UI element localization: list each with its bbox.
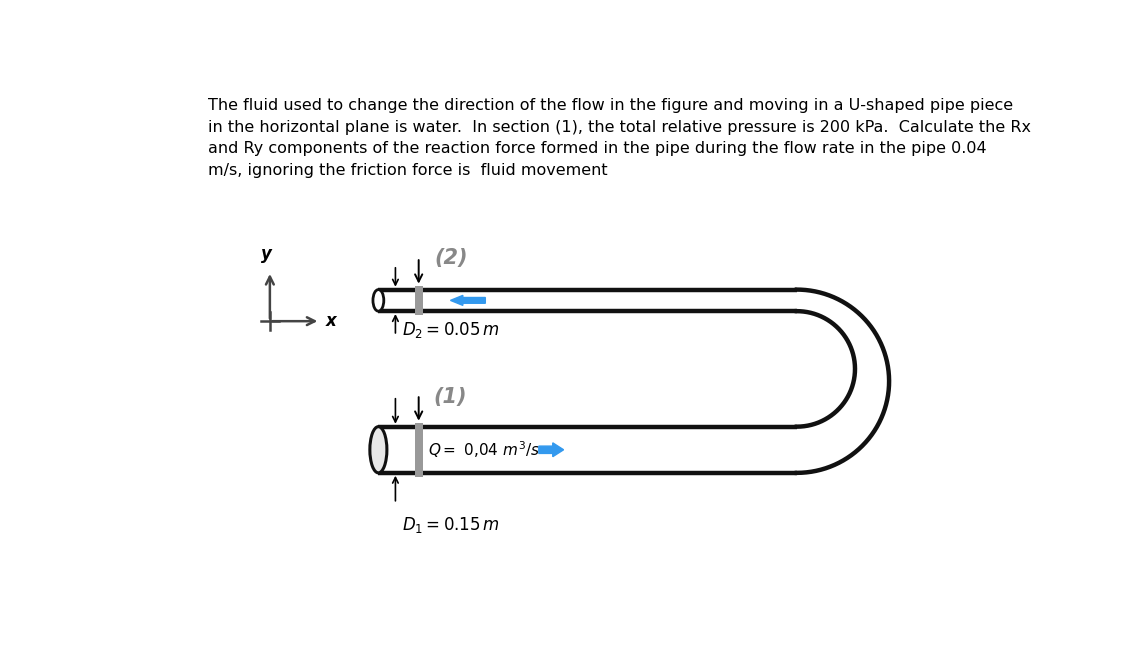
Text: The fluid used to change the direction of the flow in the figure and moving in a: The fluid used to change the direction o…: [208, 98, 1031, 178]
Text: $Q=\ 0{,}04\ m^3/s$: $Q=\ 0{,}04\ m^3/s$: [428, 440, 540, 460]
FancyArrow shape: [538, 443, 563, 457]
Text: $D_2=0.05\,m$: $D_2=0.05\,m$: [402, 321, 500, 341]
Text: x: x: [326, 312, 336, 330]
FancyArrow shape: [451, 295, 485, 305]
Text: (1): (1): [433, 387, 467, 407]
Ellipse shape: [373, 290, 384, 311]
Bar: [415, 286, 423, 315]
Bar: [415, 423, 423, 477]
Text: $D_1=0.15\,m$: $D_1=0.15\,m$: [402, 515, 500, 535]
Text: (2): (2): [434, 248, 468, 268]
Ellipse shape: [370, 427, 387, 473]
Text: y: y: [261, 245, 273, 263]
